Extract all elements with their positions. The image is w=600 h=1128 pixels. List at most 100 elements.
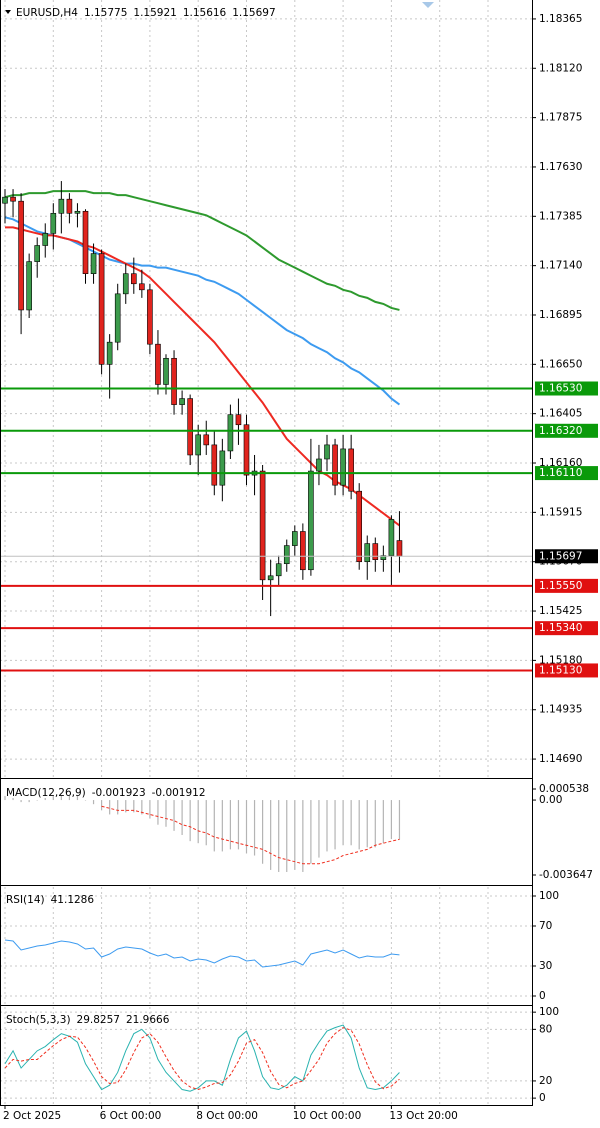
y-tick-label: 20: [539, 1075, 552, 1087]
header-value: 21.9666: [126, 1014, 170, 1026]
macd-bar: [253, 800, 256, 856]
candle-body: [267, 575, 274, 581]
macd-bar: [213, 800, 215, 852]
macd-bar: [92, 800, 95, 805]
macd-bar: [205, 800, 207, 846]
candle-body: [316, 458, 322, 472]
panel-header: MACD(12,26,9) -0.001923 -0.001912: [6, 787, 206, 799]
x-tick-label: 8 Oct 00:00: [196, 1110, 258, 1122]
header-value: -0.001923: [92, 787, 146, 799]
macd-bar: [310, 800, 312, 864]
macd-bar: [237, 800, 240, 850]
y-tick-label: 100: [539, 1006, 559, 1018]
header-value: -0.001912: [152, 787, 206, 799]
candle-body: [122, 273, 129, 295]
candle-body: [243, 424, 250, 476]
candle-body: [187, 398, 193, 456]
signal-line: [101, 805, 400, 865]
macd-bar: [68, 795, 70, 801]
candle-body: [139, 283, 145, 291]
macd-bar: [101, 800, 103, 811]
level-label: 1.16530: [539, 382, 582, 394]
level-label: 1.16110: [539, 467, 582, 479]
macd-bar: [133, 800, 135, 813]
candle-body: [235, 414, 242, 426]
candle-body: [171, 357, 177, 405]
candle-body: [340, 448, 346, 486]
panel-title: EURUSD,H4: [16, 7, 78, 19]
macd-bar: [286, 800, 288, 872]
macd-bar: [76, 795, 79, 801]
x-tick-label: 6 Oct 00:00: [100, 1110, 162, 1122]
y-tick-label: 1.16650: [539, 358, 582, 370]
candle-body: [332, 444, 338, 486]
stoch-line: [4, 1027, 400, 1091]
y-tick-label: 0.00: [539, 794, 562, 806]
macd-bar: [294, 800, 296, 870]
candle-body: [163, 357, 169, 385]
panel-title: MACD(12,26,9): [6, 787, 86, 799]
macd-bar: [326, 800, 328, 852]
candle-body: [74, 210, 81, 214]
candle-body: [147, 289, 153, 345]
y-tick-label: 0: [539, 1092, 546, 1104]
y-tick-label: 1.17630: [539, 161, 582, 173]
level-label: 1.15340: [539, 622, 582, 634]
candle-body: [356, 490, 363, 562]
macd-bar: [390, 800, 392, 840]
candle-body: [26, 261, 32, 311]
macd-bar: [165, 800, 167, 827]
level-label-box: [535, 466, 598, 481]
header-value: 29.8257: [77, 1014, 120, 1026]
macd-bar: [366, 800, 368, 848]
candle-body: [131, 273, 137, 285]
macd-bar: [52, 795, 54, 801]
macd-bar: [350, 800, 352, 846]
macd-bar: [20, 800, 22, 803]
macd-bar: [358, 800, 360, 850]
candle-body: [155, 343, 161, 385]
macd-bar: [398, 800, 401, 840]
y-tick-label: -0.003647: [539, 869, 593, 881]
stoch-line: [4, 1024, 400, 1092]
panel-header: Stoch(5,3,3) 29.8257 21.9666: [6, 1014, 170, 1026]
candle-body: [66, 198, 73, 214]
menu-arrow: [5, 10, 11, 14]
macd-bar: [4, 795, 6, 801]
y-tick-label: 1.16405: [539, 408, 582, 420]
moving-average: [4, 190, 400, 311]
y-tick-label: 1.15425: [539, 605, 582, 617]
header-value: 1.15775: [84, 7, 127, 19]
candle-body: [98, 253, 105, 365]
candle-body: [219, 450, 226, 486]
candle-body: [58, 198, 65, 214]
y-tick-label: 100: [539, 890, 559, 902]
y-tick-label: 1.14690: [539, 753, 582, 765]
candle-body: [18, 200, 24, 311]
price-label: 1.15697: [539, 550, 582, 562]
header-value: 1.15921: [133, 7, 176, 19]
candle-body: [195, 434, 201, 456]
candle-body: [82, 210, 89, 274]
y-tick-label: 1.17385: [539, 210, 582, 222]
macd-bar: [318, 800, 320, 858]
candle-body: [179, 398, 185, 405]
y-tick-label: 70: [539, 920, 552, 932]
macd-bar: [189, 800, 191, 842]
candle-body: [10, 196, 16, 202]
candle-body: [34, 245, 41, 262]
candle-body: [90, 253, 97, 274]
candle-body: [275, 563, 282, 577]
macd-bar: [262, 800, 264, 864]
panel-title: Stoch(5,3,3): [6, 1014, 71, 1026]
level-label: 1.15130: [539, 664, 582, 676]
panel-header: RSI(14) 41.1286: [6, 894, 94, 906]
y-tick-label: 1.18365: [539, 13, 582, 25]
panel-title: RSI(14): [6, 894, 45, 906]
level-label-box: [535, 578, 598, 593]
candle-body: [348, 448, 354, 492]
y-tick-label: 1.15180: [539, 654, 582, 666]
y-tick-label: 0.000538: [539, 783, 589, 795]
header-value: 1.15616: [183, 7, 227, 19]
